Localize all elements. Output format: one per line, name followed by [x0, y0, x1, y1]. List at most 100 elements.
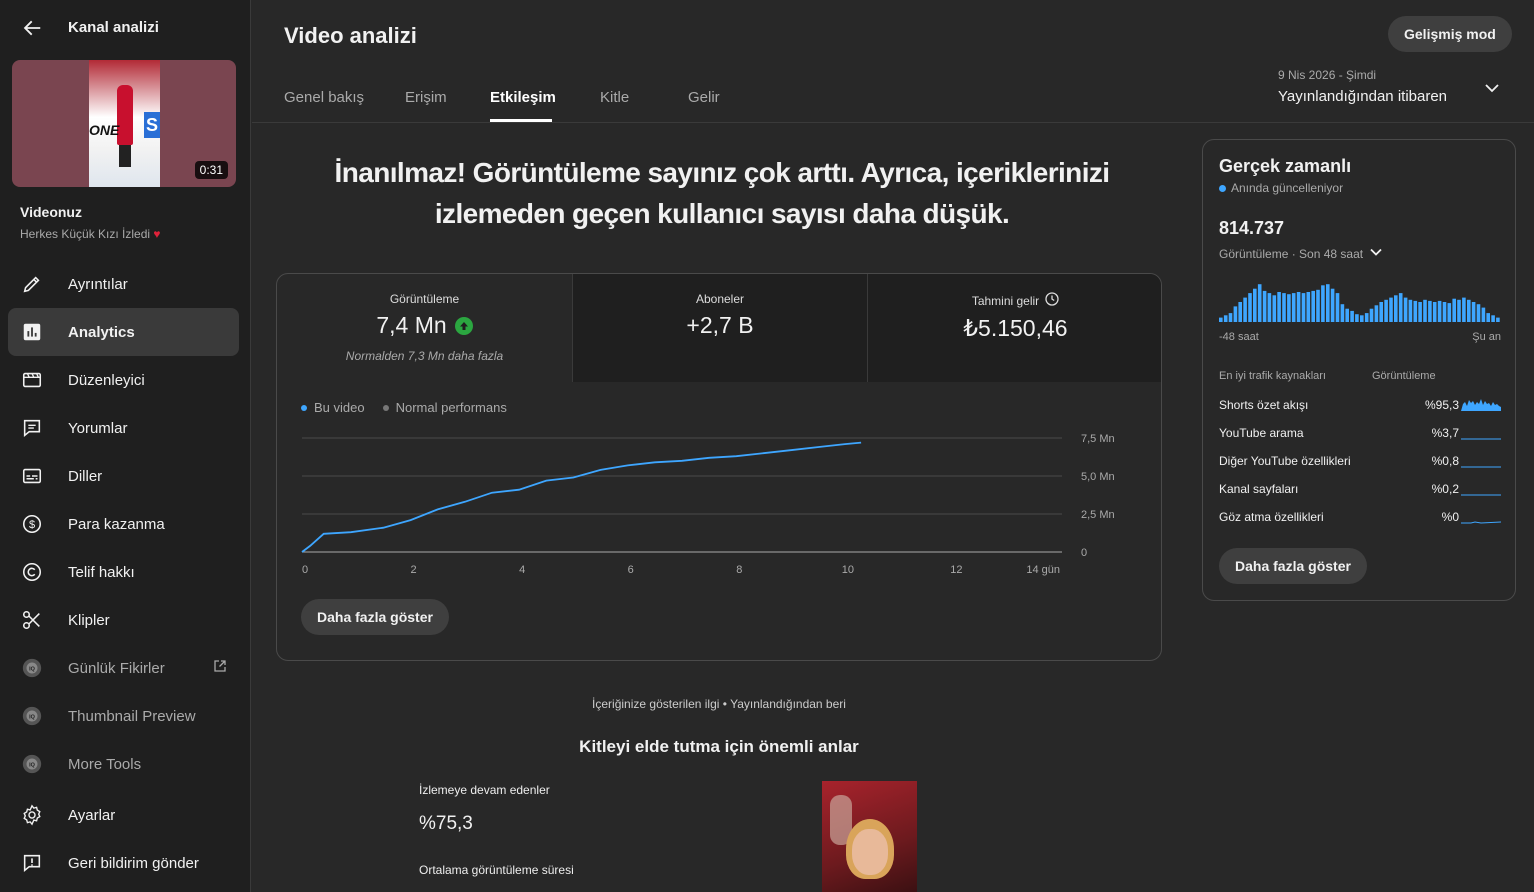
realtime-bar — [1437, 300, 1442, 322]
sidebar-item-label: Para kazanma — [68, 515, 165, 533]
svg-text:IQ: IQ — [29, 762, 36, 768]
sidebar-item-label: Yorumlar — [68, 419, 128, 437]
thumbnail-overlay-letter: S — [144, 112, 160, 138]
sidebar-item-ayrıntılar[interactable]: Ayrıntılar — [8, 260, 239, 308]
metric-label: Tahmini gelir — [868, 292, 1161, 309]
tab-kitle[interactable]: Kitle — [600, 89, 630, 106]
engagement-caption: İçeriğinize gösterilen ilgi • Yayınlandı… — [592, 697, 846, 711]
legend-item-typical: Normal performans — [382, 400, 507, 415]
tab-erişim[interactable]: Erişim — [405, 89, 447, 106]
sidebar-title: Kanal analizi — [68, 19, 159, 36]
chart-show-more-button[interactable]: Daha fazla göster — [301, 599, 449, 635]
sidebar-item-para-kazanma[interactable]: $ Para kazanma — [8, 500, 239, 548]
realtime-bar — [1335, 293, 1340, 322]
traffic-source-sparkline — [1461, 399, 1501, 411]
realtime-bar — [1360, 315, 1364, 322]
metric-revenue[interactable]: Tahmini gelir ₺5.150,46 — [867, 274, 1161, 382]
realtime-period-label: Görüntüleme · Son 48 saat — [1219, 246, 1364, 261]
scissors-icon — [20, 608, 44, 632]
traffic-views-header: Görüntüleme — [1372, 370, 1436, 382]
sidebar-item-yorumlar[interactable]: Yorumlar — [8, 404, 239, 452]
realtime-bar — [1253, 288, 1257, 322]
metric-note: Normalden 7,3 Mn daha fazla — [345, 349, 504, 363]
sidebar-item-günlük-fikirler[interactable]: IQ Günlük Fikirler — [8, 644, 239, 692]
headline-line-1: İnanılmaz! Görüntüleme sayınız çok arttı… — [334, 157, 1111, 188]
realtime-axis-start: -48 saat — [1219, 331, 1259, 343]
realtime-bar — [1243, 297, 1247, 322]
retention-title: Kitleyi elde tutma için önemli anlar — [579, 737, 859, 756]
realtime-bar — [1442, 302, 1447, 322]
video-thumbnail[interactable]: ONE S 0:31 — [12, 60, 236, 187]
tab-etkileşim[interactable]: Etkileşim — [490, 89, 556, 106]
sidebar-item-label: Analytics — [68, 323, 135, 341]
realtime-panel: Gerçek zamanlı Anında güncelleniyor 814.… — [1202, 139, 1516, 601]
chart-legend: Bu video Normal performans — [301, 400, 507, 415]
extension-icon: IQ — [20, 752, 44, 776]
realtime-bar — [1467, 299, 1471, 322]
x-tick-label: 14 gün — [1026, 564, 1060, 576]
sidebar-item-diller[interactable]: Diller — [8, 452, 239, 500]
sidebar-item-more-tools[interactable]: IQ More Tools — [8, 740, 239, 788]
traffic-source-percent: %0,2 — [1431, 482, 1459, 496]
traffic-source-name: Diğer YouTube özellikleri — [1219, 454, 1351, 468]
realtime-bar — [1316, 289, 1320, 322]
sidebar-item-düzenleyici[interactable]: Düzenleyici — [8, 356, 239, 404]
x-tick-label: 4 — [519, 564, 525, 576]
tab-genel-bakış[interactable]: Genel bakış — [284, 89, 365, 106]
comments-icon — [20, 416, 44, 440]
legend-dot — [382, 404, 389, 411]
realtime-bar — [1403, 297, 1408, 322]
sidebar-item-label: More Tools — [68, 755, 142, 773]
advanced-mode-button[interactable]: Gelişmiş mod — [1388, 16, 1512, 52]
realtime-bar — [1355, 314, 1359, 322]
realtime-bar — [1471, 302, 1476, 322]
chevron-down-icon[interactable] — [1484, 80, 1500, 101]
metric-subscribers[interactable]: Aboneler +2,7 B — [572, 274, 867, 382]
y-tick-label: 5,0 Mn — [1081, 471, 1115, 483]
metric-label: Görüntüleme — [389, 292, 460, 306]
date-range-dates: 9 Nis 2026 - Şimdi — [1278, 68, 1377, 82]
sidebar-item-label: Klipler — [68, 611, 110, 629]
realtime-bar — [1462, 297, 1466, 322]
metric-views[interactable]: Görüntüleme 7,4 Mn Normalden 7,3 Mn daha… — [277, 274, 572, 382]
realtime-bar — [1389, 297, 1393, 322]
realtime-period-select[interactable]: Görüntüleme · Son 48 saat — [1219, 245, 1383, 262]
sidebar-item-geri-bildirim-gönder[interactable]: Geri bildirim gönder — [8, 839, 239, 887]
x-tick-label: 0 — [302, 564, 308, 576]
date-range-picker[interactable]: 9 Nis 2026 - Şimdi Yayınlandığından itib… — [1278, 68, 1447, 105]
realtime-bar — [1350, 310, 1354, 322]
active-tab-indicator — [490, 119, 552, 122]
back-arrow-icon[interactable] — [20, 16, 44, 40]
realtime-bar — [1296, 292, 1301, 322]
series-line-this-video — [301, 441, 862, 553]
traffic-source-name: Kanal sayfaları — [1219, 482, 1299, 496]
traffic-source-percent: %0,8 — [1431, 454, 1459, 468]
traffic-source-name: YouTube arama — [1219, 426, 1304, 440]
clock-icon — [1045, 292, 1059, 309]
realtime-bar — [1452, 298, 1456, 322]
sidebar-item-ayarlar[interactable]: Ayarlar — [8, 791, 239, 839]
realtime-bar — [1287, 294, 1291, 322]
heart-icon: ♥ — [153, 227, 161, 241]
tab-gelir[interactable]: Gelir — [688, 89, 720, 106]
metric-value: ₺5.150,46 — [963, 315, 1068, 341]
realtime-bar — [1491, 315, 1495, 322]
sidebar-item-telif-hakkı[interactable]: Telif hakkı — [8, 548, 239, 596]
realtime-bar — [1219, 317, 1223, 322]
realtime-bar — [1282, 293, 1286, 322]
realtime-show-more-button[interactable]: Daha fazla göster — [1219, 548, 1367, 584]
realtime-bar — [1272, 295, 1277, 322]
feedback-icon — [20, 851, 44, 875]
traffic-source-row: Göz atma özellikleri %0 — [1219, 510, 1501, 530]
sidebar-item-klipler[interactable]: Klipler — [8, 596, 239, 644]
realtime-bar — [1413, 300, 1418, 322]
traffic-source-row: Kanal sayfaları %0,2 — [1219, 482, 1501, 502]
sidebar-item-analytics[interactable]: Analytics — [8, 308, 239, 356]
sidebar-item-thumbnail-preview[interactable]: IQ Thumbnail Preview — [8, 692, 239, 740]
live-text: Anında güncelleniyor — [1231, 181, 1344, 195]
retained-value: %75,3 — [419, 813, 473, 834]
traffic-source-percent: %3,7 — [1431, 426, 1459, 440]
arrow-up-icon — [454, 316, 473, 335]
realtime-bar — [1345, 308, 1349, 322]
